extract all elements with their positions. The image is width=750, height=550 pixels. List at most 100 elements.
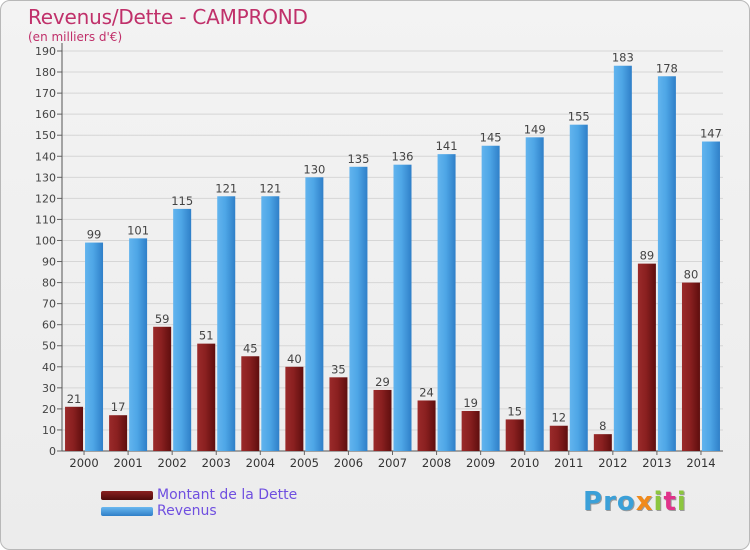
x-tick-label: 2003 <box>202 456 231 470</box>
x-tick-label: 2013 <box>642 456 671 470</box>
bar-revenue <box>613 65 632 451</box>
x-tick-label: 2005 <box>290 456 319 470</box>
bar-debt <box>373 389 392 451</box>
data-label-revenue: 155 <box>568 110 590 124</box>
y-tick-label: 140 <box>35 150 56 163</box>
x-tick-label: 2012 <box>598 456 627 470</box>
x-tick-label: 2008 <box>422 456 451 470</box>
y-tick-label: 30 <box>42 382 56 395</box>
legend-swatch-revenue <box>101 506 153 516</box>
x-tick-label: 2011 <box>554 456 583 470</box>
bar-revenue <box>657 76 676 452</box>
bar-revenue <box>525 137 544 451</box>
x-tick-label: 2007 <box>378 456 407 470</box>
data-label-revenue: 130 <box>303 162 325 176</box>
data-label-revenue: 136 <box>392 150 414 164</box>
y-tick-label: 150 <box>35 129 56 142</box>
data-label-debt: 12 <box>551 411 566 425</box>
proxiti-logo: Proxiti <box>583 487 687 517</box>
bar-revenue <box>305 177 324 451</box>
chart-title: Revenus/Dette - CAMPROND <box>28 5 308 29</box>
data-label-debt: 51 <box>199 329 214 343</box>
data-label-revenue: 101 <box>127 223 149 237</box>
y-tick-label: 120 <box>35 192 56 205</box>
y-tick-label: 130 <box>35 171 56 184</box>
data-label-debt: 59 <box>155 312 170 326</box>
y-tick-label: 50 <box>42 340 56 353</box>
data-label-debt: 8 <box>599 419 606 433</box>
data-label-debt: 17 <box>111 400 126 414</box>
data-label-revenue: 99 <box>87 228 102 242</box>
bar-debt <box>505 419 524 451</box>
chart-subtitle: (en milliers d'€) <box>28 30 123 44</box>
bar-revenue <box>173 208 192 451</box>
data-label-debt: 80 <box>684 268 699 282</box>
x-tick-label: 2002 <box>158 456 187 470</box>
bar-debt <box>329 377 348 451</box>
legend-swatch-debt <box>101 490 153 500</box>
y-tick-label: 20 <box>42 403 56 416</box>
bar-debt <box>593 434 612 451</box>
y-tick-label: 70 <box>42 298 56 311</box>
data-label-revenue: 149 <box>524 122 546 136</box>
bar-revenue <box>701 141 720 452</box>
x-tick-label: 2004 <box>246 456 275 470</box>
x-tick-label: 2009 <box>466 456 495 470</box>
y-tick-label: 90 <box>42 256 56 269</box>
bar-revenue <box>393 164 412 451</box>
bar-debt <box>197 343 216 451</box>
y-tick-label: 160 <box>35 108 56 121</box>
data-label-debt: 40 <box>287 352 302 366</box>
bar-revenue <box>349 166 368 451</box>
logo-letter: i <box>676 487 687 517</box>
bar-debt <box>461 411 480 451</box>
data-label-revenue: 178 <box>656 61 678 75</box>
logo-letter: o <box>616 487 636 517</box>
logo-letter: i <box>653 487 664 517</box>
bar-revenue <box>569 124 588 452</box>
x-tick-label: 2010 <box>510 456 539 470</box>
bar-debt <box>681 282 700 451</box>
x-tick-label: 2006 <box>334 456 363 470</box>
data-label-revenue: 145 <box>480 131 502 145</box>
data-label-debt: 24 <box>419 385 434 399</box>
y-tick-label: 0 <box>49 445 56 458</box>
y-tick-label: 40 <box>42 361 56 374</box>
data-label-debt: 15 <box>507 404 522 418</box>
logo-letter: P <box>583 487 604 517</box>
x-tick-label: 2000 <box>69 456 98 470</box>
legend-item-debt: Montant de la Dette <box>101 487 297 503</box>
y-tick-label: 60 <box>42 319 56 332</box>
logo-letter: r <box>603 487 617 517</box>
y-tick-label: 170 <box>35 87 56 100</box>
bar-revenue <box>85 242 104 451</box>
bar-debt <box>109 415 128 451</box>
legend-label-debt: Montant de la Dette <box>157 487 298 503</box>
data-label-revenue: 121 <box>259 181 281 195</box>
bar-debt <box>285 366 304 451</box>
data-label-revenue: 147 <box>700 127 722 141</box>
bar-revenue <box>217 196 236 451</box>
legend-label-revenue: Revenus <box>157 503 217 519</box>
data-label-revenue: 115 <box>171 194 193 208</box>
logo-letter: x <box>635 487 654 517</box>
bar-revenue <box>481 145 500 451</box>
data-label-revenue: 135 <box>347 152 369 166</box>
bar-debt <box>549 425 568 451</box>
y-tick-label: 100 <box>35 234 56 247</box>
bar-debt <box>153 326 172 451</box>
legend-item-revenue: Revenus <box>101 503 297 519</box>
chart-legend: Montant de la Dette Revenus <box>101 487 297 519</box>
y-tick-label: 110 <box>35 213 56 226</box>
bar-debt <box>637 263 656 451</box>
data-label-debt: 21 <box>67 392 82 406</box>
bar-debt <box>65 406 84 451</box>
bar-debt <box>417 400 436 451</box>
y-tick-label: 80 <box>42 277 56 290</box>
data-label-debt: 89 <box>640 249 655 263</box>
data-label-revenue: 121 <box>215 181 237 195</box>
x-tick-label: 2001 <box>113 456 142 470</box>
data-label-debt: 45 <box>243 341 258 355</box>
